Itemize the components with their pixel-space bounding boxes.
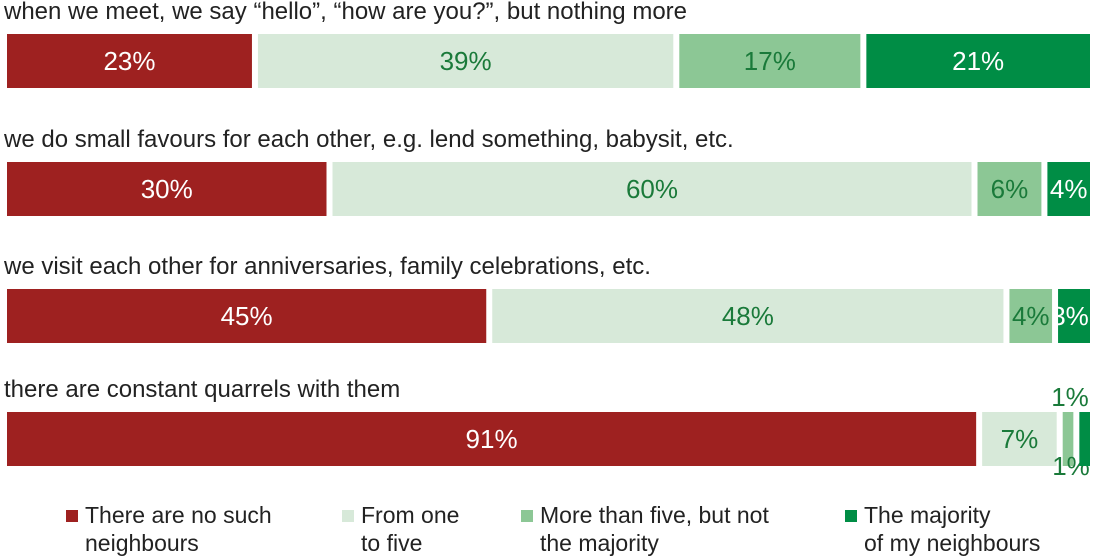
bar-segment <box>866 34 1090 88</box>
data-label: 23% <box>103 46 155 76</box>
bar-segment <box>492 289 1004 343</box>
data-label: 3% <box>1051 301 1089 331</box>
legend-label-line1: There are no such <box>85 502 272 528</box>
data-label: 17% <box>744 46 796 76</box>
bar-segment <box>7 412 977 466</box>
legend-swatch <box>845 510 857 522</box>
bar-segment <box>1062 412 1074 466</box>
legend-label-line1: From one <box>361 502 460 528</box>
data-label: 48% <box>722 301 774 331</box>
legend-item-majority: The majority of my neighbours <box>845 501 1075 557</box>
data-label: 4% <box>1012 301 1050 331</box>
data-label: 21% <box>952 46 1004 76</box>
legend-item-no-such-neighbours: There are no such neighbours <box>66 501 306 557</box>
bar-segment <box>332 162 972 216</box>
bar-segment <box>1079 412 1090 466</box>
data-label: 4% <box>1050 174 1088 204</box>
legend-label-line2: the majority <box>540 530 659 556</box>
legend-label-line1: The majority <box>864 502 991 528</box>
row-label: we do small favours for each other, e.g.… <box>3 126 734 153</box>
data-label: 1% <box>1051 382 1089 412</box>
data-label: 7% <box>1001 424 1039 454</box>
bar-segment <box>7 289 487 343</box>
row-label: there are constant quarrels with them <box>4 376 400 403</box>
bar-segment <box>679 34 861 88</box>
legend-item-one-to-five: From one to five <box>342 501 492 557</box>
data-label: 91% <box>466 424 518 454</box>
bar-segment <box>7 162 327 216</box>
data-label: 30% <box>141 174 193 204</box>
bar-segment <box>257 34 674 88</box>
bar-segment <box>1009 289 1053 343</box>
row-label: we visit each other for anniversaries, f… <box>3 253 651 280</box>
legend-label-line2: of my neighbours <box>864 530 1041 556</box>
bar-segment <box>977 162 1042 216</box>
bar-segment <box>1058 289 1090 343</box>
data-label: 39% <box>440 46 492 76</box>
legend-label-line1: More than five, but not <box>540 502 769 528</box>
row-label: when we meet, we say “hello”, “how are y… <box>3 0 687 25</box>
data-label: 6% <box>991 174 1029 204</box>
bar-segment <box>7 34 252 88</box>
data-label: 45% <box>221 301 273 331</box>
legend-swatch <box>66 510 78 522</box>
legend-swatch <box>342 510 354 522</box>
bar-segment <box>982 412 1057 466</box>
legend-item-more-than-five: More than five, but not the majority <box>521 501 811 557</box>
data-label: 60% <box>626 174 678 204</box>
bar-segment <box>1047 162 1090 216</box>
legend-label-line2: neighbours <box>85 530 199 556</box>
legend-swatch <box>521 510 533 522</box>
legend-label-line2: to five <box>361 530 423 556</box>
